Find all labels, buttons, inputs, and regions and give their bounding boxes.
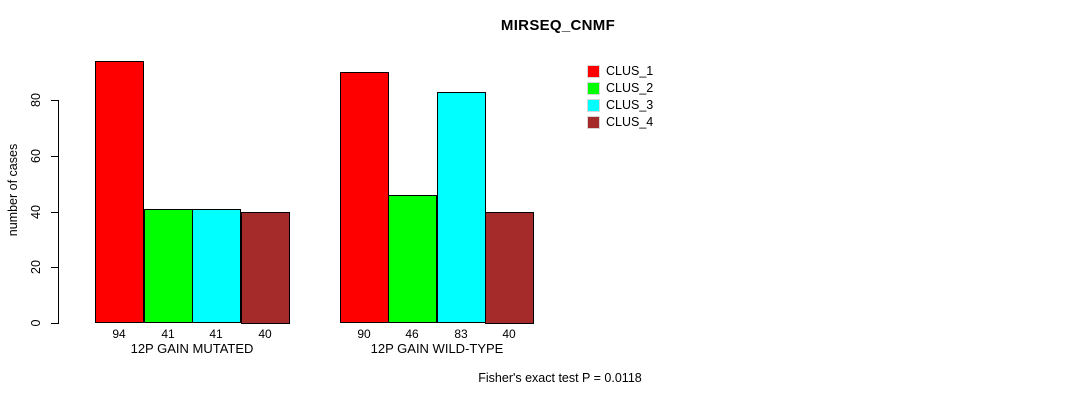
y-tick (51, 323, 58, 324)
bar-value-label: 46 (405, 327, 419, 341)
legend-item-clus-3: CLUS_3 (587, 97, 653, 114)
bar-clus_4-group2 (485, 212, 534, 324)
legend-swatch-clus-4-icon (587, 116, 600, 129)
bar-value-label: 83 (454, 327, 468, 341)
bar-value-label: 41 (209, 327, 223, 341)
y-tick-label: 40 (29, 205, 43, 219)
legend-label: CLUS_1 (606, 64, 654, 78)
x-category-label: 12P GAIN MUTATED (130, 341, 254, 356)
legend-swatch-clus-3-icon (587, 99, 600, 112)
bar-clus_2-group2 (388, 195, 437, 323)
y-tick (51, 267, 58, 268)
y-axis-line (58, 100, 59, 324)
bar-clus_2-group1 (144, 209, 193, 323)
bar-clus_3-group1 (192, 209, 241, 323)
y-tick (51, 156, 58, 157)
y-tick-label: 80 (29, 93, 43, 107)
legend: CLUS_1 CLUS_2 CLUS_3 CLUS_4 (587, 63, 653, 131)
legend-item-clus-4: CLUS_4 (587, 114, 653, 131)
legend-swatch-clus-2-icon (587, 82, 600, 95)
bar-clus_1-group1 (95, 61, 144, 323)
y-tick (51, 212, 58, 213)
y-tick-label: 20 (29, 260, 43, 274)
y-tick (51, 100, 58, 101)
legend-item-clus-2: CLUS_2 (587, 80, 653, 97)
bar-value-label: 41 (161, 327, 175, 341)
bar-clus_1-group2 (340, 72, 389, 323)
bar-value-label: 94 (112, 327, 126, 341)
y-axis-label: number of cases (6, 143, 20, 237)
legend-label: CLUS_4 (606, 115, 654, 129)
bar-value-label: 90 (357, 327, 371, 341)
legend-label: CLUS_3 (606, 98, 654, 112)
legend-label: CLUS_2 (606, 81, 654, 95)
x-category-label: 12P GAIN WILD-TYPE (370, 341, 504, 356)
bar-value-label: 40 (502, 327, 516, 341)
fisher-test-annotation: Fisher's exact test P = 0.0118 (478, 371, 642, 385)
y-tick-label: 0 (29, 319, 43, 327)
bar-clus_3-group2 (437, 92, 486, 323)
bar-value-label: 40 (258, 327, 272, 341)
y-tick-label: 60 (29, 149, 43, 163)
legend-item-clus-1: CLUS_1 (587, 63, 653, 80)
legend-swatch-clus-1-icon (587, 65, 600, 78)
chart-title: MIRSEQ_CNMF (500, 17, 616, 34)
bar-clus_4-group1 (241, 212, 290, 324)
